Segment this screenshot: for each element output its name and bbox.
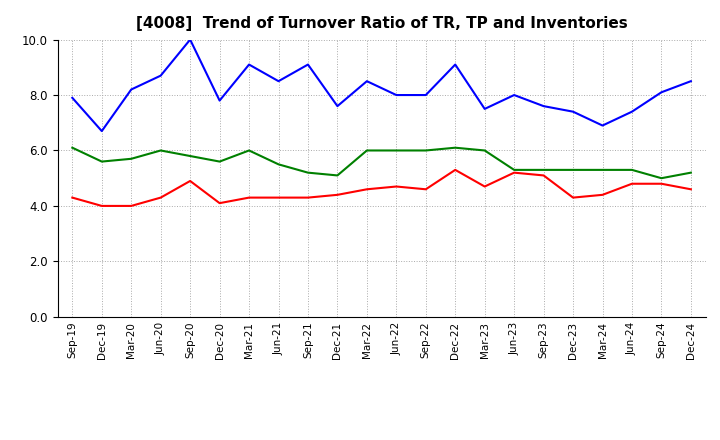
Trade Payables [97,128,106,134]
Trade Receivables [392,184,400,189]
Trade Receivables [333,192,342,198]
Inventories [569,167,577,172]
Inventories [392,148,400,153]
Trade Receivables [245,195,253,200]
Trade Payables [215,98,224,103]
Trade Receivables [274,195,283,200]
Trade Receivables [127,203,135,209]
Inventories [274,161,283,167]
Trade Payables [392,92,400,98]
Trade Payables [333,103,342,109]
Inventories [215,159,224,164]
Trade Payables [274,78,283,84]
Inventories [451,145,459,150]
Inventories [333,173,342,178]
Inventories [628,167,636,172]
Trade Payables [127,87,135,92]
Inventories [304,170,312,175]
Trade Payables [687,78,696,84]
Trade Payables [304,62,312,67]
Trade Receivables [68,195,76,200]
Trade Payables [657,90,666,95]
Inventories [68,145,76,150]
Inventories [657,176,666,181]
Trade Payables [539,103,548,109]
Trade Payables [569,109,577,114]
Trade Payables [598,123,607,128]
Inventories [480,148,489,153]
Trade Receivables [421,187,430,192]
Line: Trade Receivables: Trade Receivables [72,170,691,206]
Inventories [97,159,106,164]
Trade Receivables [687,187,696,192]
Trade Receivables [97,203,106,209]
Trade Payables [363,78,372,84]
Trade Receivables [451,167,459,172]
Inventories [156,148,165,153]
Title: [4008]  Trend of Turnover Ratio of TR, TP and Inventories: [4008] Trend of Turnover Ratio of TR, TP… [136,16,627,32]
Trade Receivables [539,173,548,178]
Trade Payables [421,92,430,98]
Trade Receivables [480,184,489,189]
Inventories [510,167,518,172]
Inventories [539,167,548,172]
Inventories [245,148,253,153]
Line: Trade Payables: Trade Payables [72,40,691,131]
Trade Payables [156,73,165,78]
Inventories [186,154,194,159]
Trade Receivables [598,192,607,198]
Line: Inventories: Inventories [72,148,691,178]
Trade Payables [186,37,194,42]
Trade Payables [628,109,636,114]
Trade Receivables [657,181,666,187]
Trade Payables [451,62,459,67]
Trade Payables [245,62,253,67]
Trade Receivables [510,170,518,175]
Trade Receivables [628,181,636,187]
Trade Payables [510,92,518,98]
Inventories [127,156,135,161]
Trade Receivables [215,201,224,206]
Inventories [687,170,696,175]
Inventories [421,148,430,153]
Trade Receivables [156,195,165,200]
Trade Receivables [186,178,194,183]
Inventories [363,148,372,153]
Trade Receivables [569,195,577,200]
Inventories [598,167,607,172]
Trade Receivables [304,195,312,200]
Trade Receivables [363,187,372,192]
Trade Payables [480,106,489,111]
Trade Payables [68,95,76,100]
